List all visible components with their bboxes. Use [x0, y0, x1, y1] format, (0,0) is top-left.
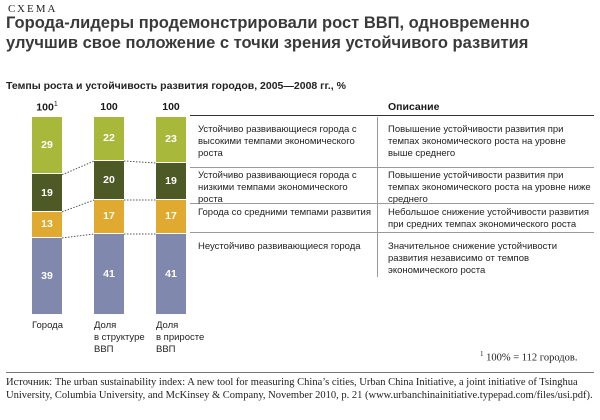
column-divider — [377, 117, 378, 277]
footnote: 1 100% = 112 городов. — [480, 350, 577, 364]
segment-unsustainable-bar: 39 — [32, 237, 62, 314]
segment-value-label: 20 — [103, 173, 115, 186]
description-header: Описание — [388, 101, 440, 113]
segment-average-bar: 17 — [94, 200, 124, 233]
category-label-low-growth: Устойчиво развивающиеся города с низкими… — [198, 170, 357, 205]
footnote-text: 100% = 112 городов. — [486, 352, 578, 364]
segment-connector — [124, 199, 156, 201]
kicker-label: СХЕМА — [8, 3, 58, 15]
segment-connector — [62, 160, 94, 175]
segment-value-label: 19 — [41, 186, 53, 199]
segment-value-label: 39 — [41, 269, 53, 282]
segment-value-label: 17 — [103, 210, 115, 223]
segment-value-label: 22 — [103, 132, 115, 145]
x-label-line: Доля — [94, 320, 117, 331]
headline: Города-лидеры продемонстрировали рост ВВ… — [6, 14, 530, 52]
source-note: Источник: The urban sustainability index… — [6, 377, 593, 401]
segment-connector — [124, 160, 156, 164]
x-label-cities: Города — [32, 320, 63, 332]
segment-low-growth-bar: 19 — [32, 174, 62, 212]
segment-average-bar: 13 — [32, 212, 62, 237]
segment-value-label: 17 — [165, 210, 177, 223]
x-label-line: в приросте — [156, 332, 205, 343]
row-divider — [190, 167, 594, 168]
stacked-bar-cities: 29 19 13 39 — [32, 117, 62, 315]
x-label-line: ВВП — [94, 344, 114, 355]
segment-value-label: 23 — [165, 133, 177, 146]
segment-average-bar: 17 — [156, 200, 186, 233]
x-label-line: в структуре — [94, 332, 145, 343]
stacked-bar-gdp-share: 22 20 17 41 — [94, 117, 124, 315]
total-value: 100 — [36, 101, 54, 114]
segment-unsustainable-bar: 41 — [156, 233, 186, 314]
stacked-bar-gdp-growth: 23 19 17 41 — [156, 117, 186, 315]
segment-low-growth-bar: 19 — [156, 162, 186, 200]
header-rule — [190, 115, 594, 116]
segment-value-label: 19 — [165, 174, 177, 187]
x-label-gdp-growth: Доля в приросте ВВП — [156, 320, 204, 356]
total-label-cities: 1001 — [32, 101, 62, 114]
total-label-gdp-growth: 100 — [162, 101, 180, 113]
chart-subtitle: Темпы роста и устойчивость развития горо… — [6, 80, 346, 92]
total-footnote-marker: 1 — [53, 101, 58, 108]
category-label-unsustainable: Неустойчиво развивающиеся города — [198, 241, 361, 252]
description-low-growth: Повышение устойчивости развития при темп… — [388, 170, 591, 205]
segment-high-growth-bar: 29 — [32, 117, 62, 174]
x-label-gdp-share: Доля в структуре ВВП — [94, 320, 145, 356]
segment-connector — [62, 199, 94, 213]
segment-value-label: 13 — [41, 218, 53, 231]
segment-high-growth-bar: 22 — [94, 117, 124, 160]
x-label-line: ВВП — [156, 344, 176, 355]
segment-connector — [124, 233, 156, 235]
footnote-marker: 1 — [480, 350, 484, 358]
segment-low-growth-bar: 20 — [94, 160, 124, 200]
row-divider — [190, 232, 594, 233]
segment-high-growth-bar: 23 — [156, 117, 186, 162]
category-label-high-growth: Устойчиво развивающиеся города с высоким… — [198, 124, 357, 159]
segment-value-label: 41 — [165, 267, 177, 280]
segment-unsustainable-bar: 41 — [94, 233, 124, 314]
description-high-growth: Повышение устойчивости развития при темп… — [388, 124, 566, 159]
footer-rule — [6, 372, 594, 373]
description-unsustainable: Значительное снижение устойчивости разви… — [388, 241, 558, 276]
description-average: Небольшое снижение устойчивости развития… — [388, 207, 590, 230]
category-label-average: Города со средними темпами развития — [198, 207, 372, 218]
x-label-line: Доля — [156, 320, 179, 331]
total-label-gdp-share: 100 — [100, 101, 118, 113]
segment-connector — [62, 233, 94, 239]
row-divider — [190, 203, 594, 204]
x-label-line: Города — [32, 320, 63, 331]
segment-value-label: 29 — [41, 139, 53, 152]
segment-value-label: 41 — [103, 267, 115, 280]
